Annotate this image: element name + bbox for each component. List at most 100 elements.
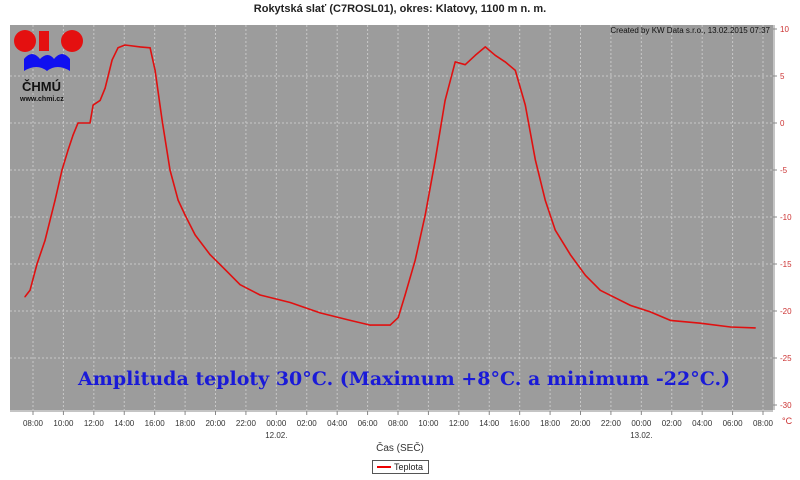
data-point [111, 59, 113, 61]
data-point [61, 169, 63, 171]
x-tick-label: 14:00 [479, 419, 500, 428]
data-point [534, 159, 536, 161]
data-point [514, 69, 516, 71]
data-point [404, 294, 406, 296]
data-point [319, 312, 321, 314]
x-tick-label: 22:00 [601, 419, 622, 428]
data-point [729, 326, 732, 328]
data-point [77, 122, 79, 124]
data-point [139, 46, 141, 48]
data-point [584, 274, 586, 276]
data-point [117, 47, 119, 49]
y-tick-label: -25 [780, 354, 792, 363]
data-point [67, 149, 69, 151]
x-tick-label: 16:00 [145, 419, 166, 428]
data-point [397, 316, 399, 319]
created-by-note: Created by KW Data s.r.o., 13.02.2015 07… [610, 26, 770, 35]
data-point [629, 304, 631, 306]
x-tick-label: 08:00 [388, 419, 409, 428]
y-tick-label: -30 [780, 401, 792, 410]
data-point [99, 99, 101, 102]
y-tick-label: -15 [780, 260, 792, 269]
data-point [209, 254, 211, 256]
data-point [29, 289, 31, 291]
x-tick-label: 00:00 [266, 419, 287, 428]
data-point [569, 254, 571, 256]
chmu-logo-icon [14, 30, 83, 71]
y-tick-label: 10 [780, 25, 789, 34]
x-tick-label: 20:00 [205, 419, 226, 428]
logo-url: www.chmi.cz [20, 96, 64, 103]
data-point [754, 327, 756, 329]
x-axis-label: Čas (SEČ) [376, 443, 424, 454]
data-point [154, 69, 156, 71]
x-tick-label: 06:00 [723, 419, 744, 428]
legend-label: Teplota [394, 462, 424, 472]
x-tick-label: 16:00 [510, 419, 531, 428]
y-tick-label: 0 [780, 119, 785, 128]
data-point [184, 214, 186, 216]
data-point [224, 269, 226, 271]
x-tick-label: 18:00 [175, 419, 196, 428]
data-point [104, 87, 106, 89]
y-axis-unit: °C [782, 416, 793, 426]
x-tick-label: 08:00 [753, 419, 774, 428]
data-point [124, 44, 126, 46]
data-point [699, 322, 701, 324]
data-point [494, 54, 496, 56]
data-point [649, 311, 651, 313]
data-point [554, 229, 556, 231]
data-point [544, 199, 546, 201]
data-point [614, 297, 616, 299]
data-point [194, 234, 196, 236]
data-point [92, 104, 94, 106]
data-point [444, 99, 446, 102]
data-point [669, 319, 671, 321]
x-tick-label: 02:00 [662, 419, 683, 428]
data-point [289, 301, 291, 304]
data-point [24, 296, 26, 298]
data-point [239, 284, 241, 286]
data-point [149, 47, 151, 49]
x-tick-label: 02:00 [297, 419, 318, 428]
data-point [454, 61, 456, 63]
x-tick-label: 12:00 [449, 419, 470, 428]
data-point [44, 239, 46, 242]
data-point [414, 259, 416, 261]
x-tick-label: 00:00 [631, 419, 652, 428]
data-point [54, 199, 56, 201]
data-point [389, 324, 391, 326]
legend-swatch [377, 466, 391, 468]
x-tick-label: 08:00 [23, 419, 44, 428]
logo-name: ČHMÚ [22, 79, 61, 94]
data-point [177, 199, 179, 201]
data-point [434, 159, 436, 161]
data-point [161, 119, 163, 121]
data-point [259, 294, 261, 296]
data-point [349, 319, 351, 321]
x-tick-label: 14:00 [114, 419, 135, 428]
y-tick-label: -20 [780, 307, 792, 316]
x-tick-label: 10:00 [418, 419, 439, 428]
data-point [464, 64, 466, 66]
chart-title: Rokytská slať (C7ROSL01), okres: Klatovy… [253, 3, 547, 15]
x-date-label: 13.02. [630, 431, 652, 440]
data-point [524, 104, 526, 106]
y-tick-label: -5 [780, 166, 788, 175]
amplitude-annotation: Amplituda teploty 30°C. (Maximum +8°C. a… [78, 368, 731, 390]
data-point [72, 134, 74, 136]
data-point [424, 214, 426, 216]
data-point [89, 122, 91, 124]
x-tick-label: 06:00 [358, 419, 379, 428]
x-tick-label: 04:00 [327, 419, 348, 428]
data-point [474, 54, 476, 56]
x-tick-label: 12:00 [84, 419, 105, 428]
x-tick-label: 20:00 [570, 419, 591, 428]
series-line-teplota [24, 44, 756, 329]
y-tick-label: 5 [780, 72, 785, 81]
data-point [369, 324, 371, 326]
y-tick-label: -10 [780, 213, 792, 222]
data-point [169, 169, 171, 171]
x-tick-label: 22:00 [236, 419, 257, 428]
